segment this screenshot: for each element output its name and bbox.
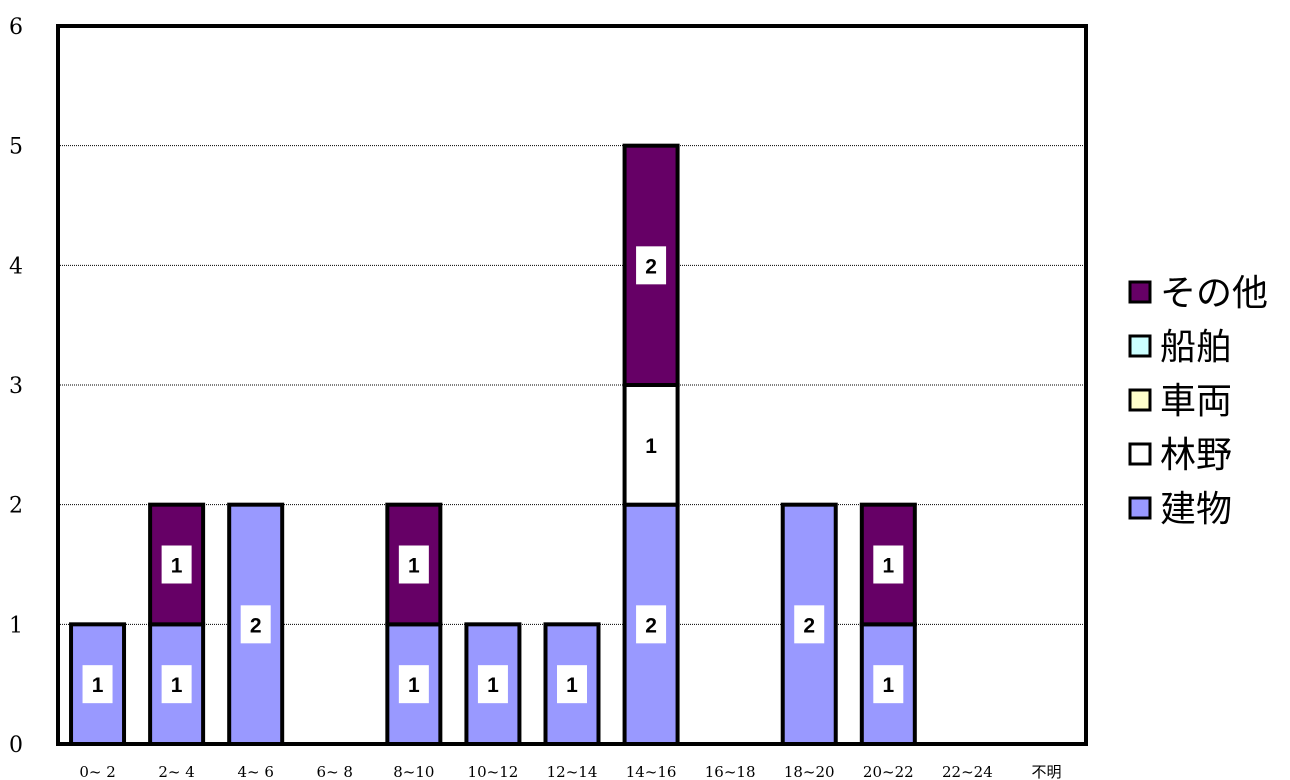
- x-tick-label: 12~14: [547, 763, 598, 780]
- bar-segment-series0-cat5: [464, 622, 522, 746]
- data-label: 2: [645, 614, 657, 637]
- legend-label: 船舶: [1160, 327, 1232, 368]
- legend-label: その他: [1160, 273, 1268, 314]
- y-tick-label: 0: [9, 733, 23, 758]
- data-label: 1: [882, 674, 894, 697]
- x-tick-label: 4~ 6: [237, 763, 273, 780]
- data-label: 1: [171, 674, 183, 697]
- data-label-box: [636, 246, 667, 285]
- data-label: 1: [487, 674, 499, 697]
- data-label: 1: [408, 555, 420, 578]
- data-label-box: [398, 545, 429, 584]
- data-label-box: [557, 665, 587, 704]
- data-label: 2: [645, 255, 657, 278]
- data-label: 1: [92, 674, 104, 697]
- y-tick-label: 3: [9, 374, 23, 399]
- legend-swatch: [1128, 388, 1152, 412]
- gridlines: [58, 145, 1086, 625]
- data-label-box: [161, 665, 192, 704]
- legend-label: 建物: [1160, 489, 1232, 530]
- data-label: 1: [882, 555, 894, 578]
- x-tick-label: 20~22: [863, 763, 914, 780]
- y-tick-label: 1: [9, 613, 23, 638]
- x-tick-label: 6~ 8: [317, 763, 353, 780]
- x-axis-tick-labels: 0~ 2 2~ 4 4~ 6 6~ 8 8~10 10~12 12~14 14~16 16~18…: [79, 763, 1061, 780]
- data-label-box: [873, 665, 904, 704]
- data-label-box: [636, 605, 667, 644]
- x-tick-label: 18~20: [784, 763, 835, 780]
- data-label: 2: [250, 614, 262, 637]
- legend-label: 車両: [1160, 381, 1232, 422]
- y-tick-label: 4: [9, 254, 23, 279]
- data-label-box: [82, 665, 113, 704]
- y-tick-label: 2: [9, 494, 23, 519]
- legend-swatch: [1128, 334, 1152, 358]
- legend-swatch: [1128, 496, 1152, 520]
- data-label-box: [398, 665, 429, 704]
- data-label-box: [240, 605, 271, 644]
- data-label-box: [161, 545, 192, 584]
- legend-label: 林野: [1160, 435, 1232, 476]
- data-label: 1: [171, 555, 183, 578]
- data-label-box: [636, 425, 667, 464]
- bars: 1 1 1 2 1 1 1 1 2 1 2 2 1 1: [69, 143, 917, 746]
- data-label-box: [794, 605, 825, 644]
- legend-swatch: [1128, 280, 1152, 304]
- plot-frame: [56, 24, 1088, 746]
- data-label: 1: [645, 435, 657, 458]
- y-axis-tick-labels: 0 1 2 3 4 5 6: [9, 15, 23, 758]
- data-label: 2: [803, 614, 815, 637]
- x-tick-label: 16~18: [705, 763, 756, 780]
- x-tick-label: 22~24: [942, 763, 993, 780]
- x-tick-label: 不明: [1031, 763, 1061, 780]
- data-label: 1: [566, 674, 578, 697]
- data-label-box: [873, 545, 904, 584]
- legend-swatch: [1128, 442, 1152, 466]
- y-tick-label: 6: [9, 15, 23, 40]
- data-label-box: [477, 665, 508, 704]
- data-label: 1: [408, 674, 420, 697]
- x-tick-label: 0~ 2: [79, 763, 115, 780]
- x-tick-label: 2~ 4: [158, 763, 194, 780]
- bar-segment-series4-cat4: [385, 502, 443, 627]
- y-tick-label: 5: [9, 135, 23, 160]
- x-tick-label: 8~10: [393, 763, 434, 780]
- x-tick-label: 14~16: [626, 763, 677, 780]
- x-tick-label: 10~12: [468, 763, 519, 780]
